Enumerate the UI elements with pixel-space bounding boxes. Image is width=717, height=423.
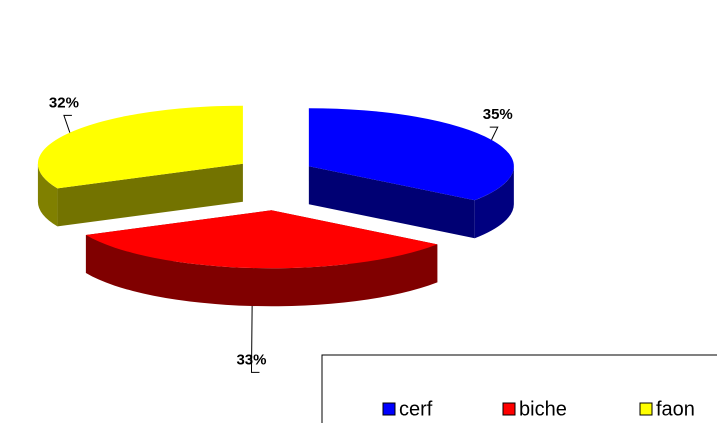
slice: [38, 106, 243, 227]
legend-label: biche: [519, 398, 567, 420]
leader-line: [64, 115, 72, 132]
legend-swatch: [503, 403, 515, 415]
legend-label: cerf: [399, 398, 433, 420]
legend-swatch: [383, 403, 395, 415]
slice: [86, 210, 437, 306]
chart: 32% 35% 33% cerf biche faon: [0, 0, 717, 423]
legend-label: faon: [656, 398, 695, 420]
data-label: 33%: [236, 351, 266, 368]
data-label: 32%: [49, 94, 79, 111]
legend-swatch: [640, 403, 652, 415]
leader-line: [490, 127, 498, 140]
data-label: 35%: [483, 106, 513, 123]
slice: [309, 108, 514, 238]
